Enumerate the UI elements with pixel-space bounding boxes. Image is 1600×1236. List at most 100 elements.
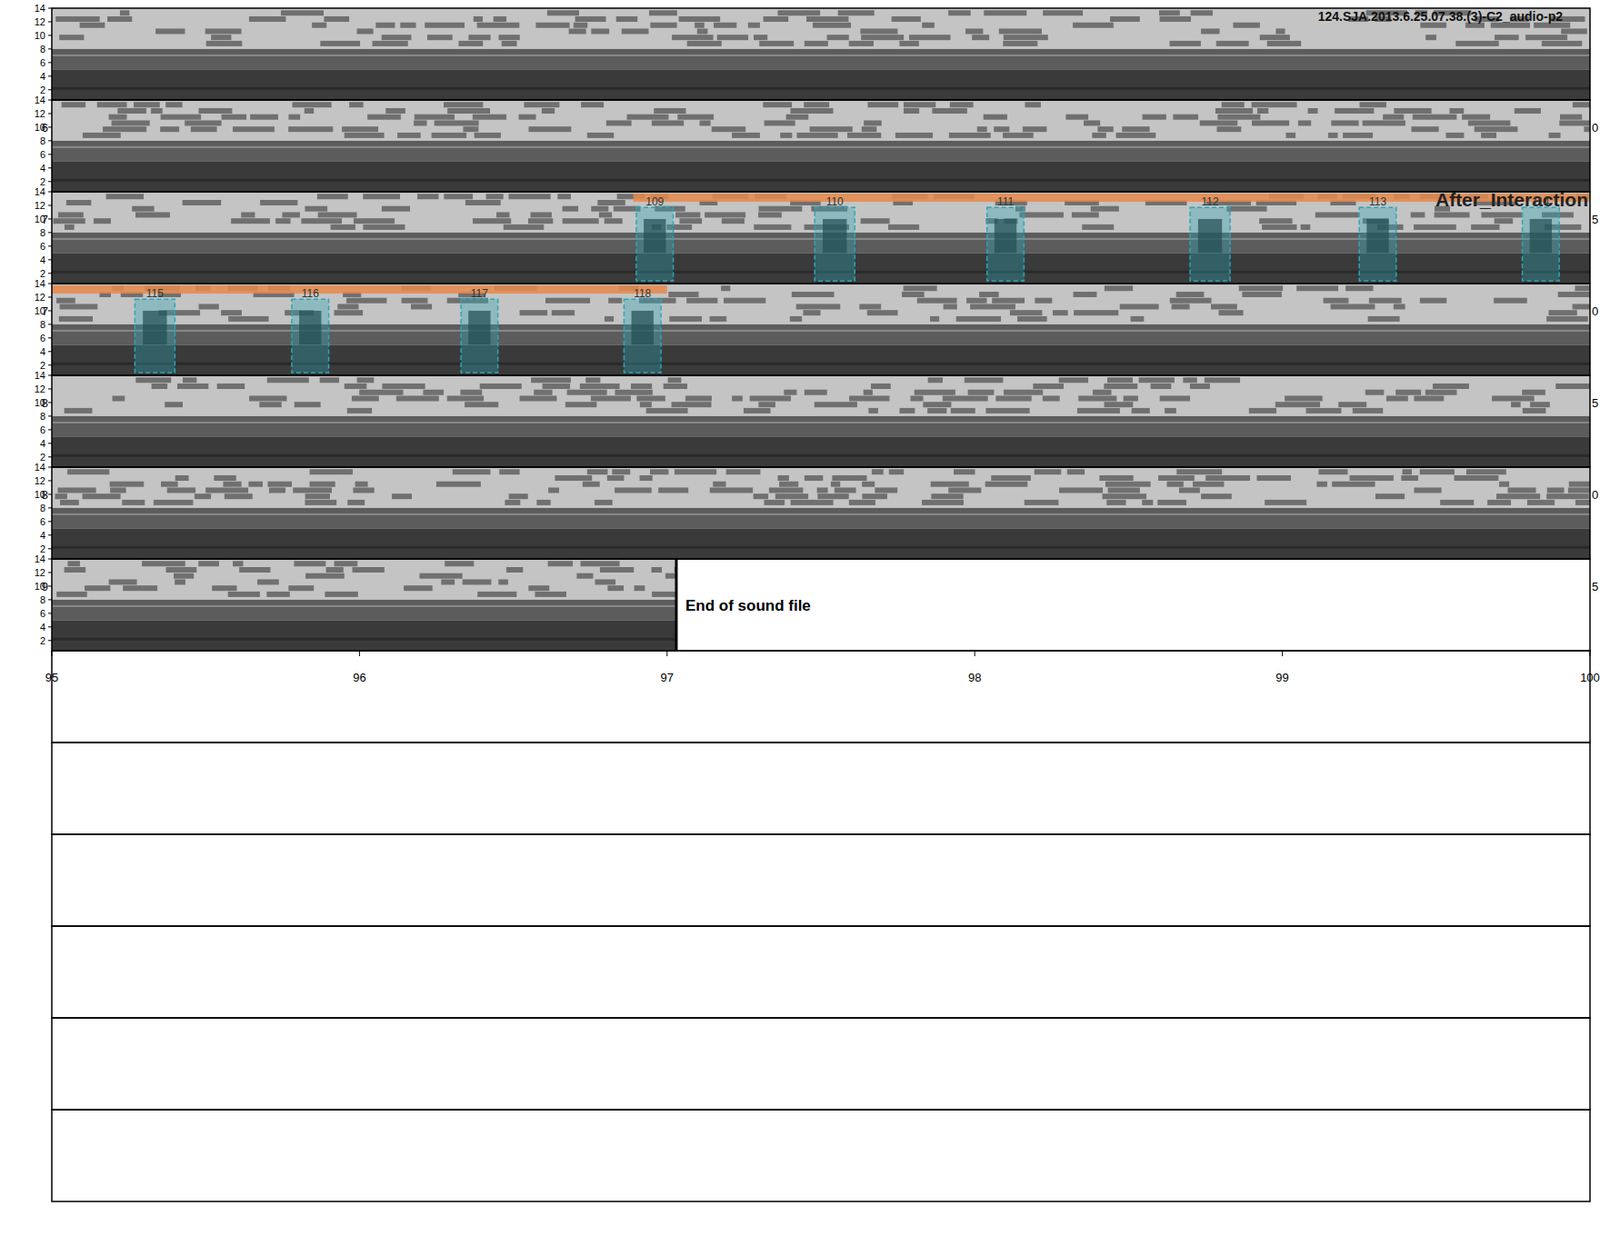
spectro-texture: [205, 487, 249, 493]
spectro-texture: [194, 493, 211, 500]
spectro-texture: [269, 487, 286, 493]
spectro-texture: [753, 34, 768, 40]
y-tick-label: 2: [40, 84, 46, 96]
spectro-texture: [1221, 101, 1245, 108]
spectro-texture: [349, 101, 363, 108]
spectro-texture: [1393, 303, 1406, 310]
spectro-texture: [956, 316, 1001, 322]
y-tick-label: 14: [34, 186, 46, 198]
spectro-texture: [671, 401, 712, 408]
spectro-texture: [164, 401, 183, 408]
spectro-texture: [720, 285, 730, 291]
spectro-line: [51, 421, 1590, 424]
spectro-texture: [436, 481, 481, 488]
spectro-texture: [64, 567, 87, 573]
spectro-texture: [1267, 40, 1301, 47]
spectro-texture: [1494, 34, 1520, 40]
spectro-texture: [1059, 377, 1089, 383]
spectro-texture: [1470, 224, 1500, 230]
spectro-texture: [64, 224, 75, 230]
spectro-texture: [675, 211, 700, 218]
spectro-texture: [1210, 303, 1238, 310]
spectro-texture: [1350, 475, 1394, 481]
spectro-texture: [1413, 487, 1441, 493]
spectro-texture: [1345, 285, 1373, 291]
spectro-texture: [1445, 132, 1464, 139]
x-tick-label: 99: [1275, 670, 1289, 685]
spectro-texture: [868, 408, 879, 414]
y-tick-label: 12: [34, 475, 46, 487]
spectro-texture: [1259, 218, 1292, 224]
spectro-texture: [649, 10, 678, 16]
spectro-texture: [814, 401, 858, 408]
spectro-texture: [764, 120, 796, 126]
spectro-texture: [694, 22, 705, 29]
spectro-texture: [56, 591, 87, 598]
spectro-texture: [1192, 481, 1224, 488]
spectro-texture: [1494, 218, 1513, 224]
spectro-texture: [97, 101, 128, 108]
selection-box: [1190, 207, 1230, 281]
spectro-texture: [60, 500, 80, 506]
spectro-texture: [804, 475, 824, 481]
spectro-texture: [1034, 298, 1052, 304]
spectro-texture: [357, 28, 374, 34]
spectro-texture: [1160, 16, 1191, 22]
spectro-texture: [594, 579, 616, 585]
spectro-texture: [293, 560, 326, 567]
spectro-texture: [460, 390, 482, 396]
spectro-texture: [1410, 211, 1426, 218]
spectro-texture: [504, 500, 520, 506]
spectro-high: [51, 8, 1590, 50]
spectro-texture: [1002, 40, 1038, 47]
spectro-texture: [697, 28, 709, 34]
spectro-texture: [506, 567, 523, 573]
spectro-texture: [943, 303, 958, 310]
spectro-texture: [569, 28, 587, 34]
selection-box: [814, 207, 855, 281]
spectro-texture: [381, 206, 410, 212]
spectro-texture: [520, 310, 549, 316]
y-tick-label: 8: [40, 502, 46, 514]
spectro-texture: [110, 481, 145, 488]
spectro-texture: [590, 395, 631, 401]
spectro-texture: [590, 206, 609, 212]
spectro-texture: [1474, 126, 1519, 132]
spectro-texture: [849, 395, 890, 401]
spectro-texture: [111, 120, 150, 126]
spectro-texture: [1413, 395, 1444, 401]
spectro-texture: [1296, 285, 1339, 291]
spectro-texture: [82, 493, 121, 500]
spectro-texture: [250, 114, 279, 120]
x-tick: [974, 650, 976, 657]
spectro-texture: [1092, 390, 1112, 396]
spectro-texture: [177, 383, 209, 390]
spectro-line: [51, 362, 1590, 366]
y-tick-label: 2: [40, 268, 46, 280]
y-tick-label: 14: [34, 370, 46, 381]
spectro-high: [51, 100, 1590, 141]
spectro-texture: [1150, 383, 1172, 390]
spectro-texture: [1077, 408, 1120, 414]
spectro-texture: [443, 101, 483, 108]
spectro-texture: [135, 377, 171, 383]
spectro-texture: [1514, 108, 1541, 114]
spectro-texture: [790, 500, 834, 506]
spectro-texture: [1411, 126, 1440, 132]
spectro-texture: [288, 114, 300, 120]
spectro-texture: [1116, 132, 1157, 139]
spectro-texture: [401, 298, 429, 304]
spectro-line: [51, 454, 1590, 458]
spectro-texture: [860, 34, 904, 40]
row-frame: [51, 559, 1590, 651]
row-frame: [51, 650, 1590, 743]
spectro-texture: [1130, 316, 1145, 322]
spectro-texture: [778, 475, 790, 481]
spectro-texture: [1200, 493, 1232, 500]
spectro-texture: [474, 132, 501, 139]
row-0: [51, 8, 1590, 100]
end-label: End of sound file: [685, 597, 811, 615]
spectro-texture: [587, 132, 614, 139]
y-tick-label: 12: [34, 108, 46, 120]
spectro-texture: [599, 211, 612, 218]
